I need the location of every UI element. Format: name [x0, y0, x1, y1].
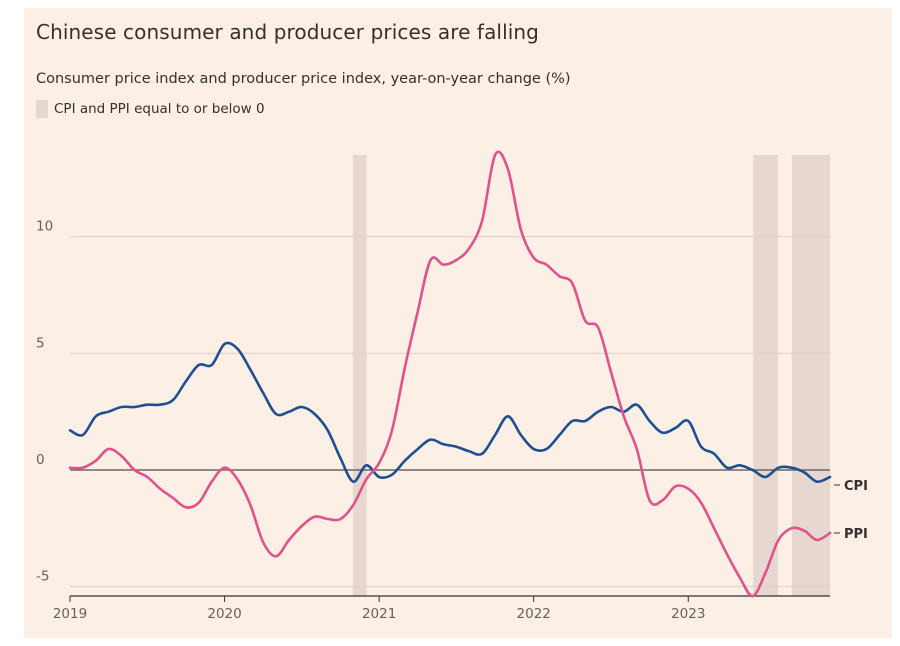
- y-tick-label: 10: [36, 219, 53, 235]
- y-tick-label: 0: [36, 452, 45, 468]
- y-tick-label: 5: [36, 335, 45, 351]
- chart-title: Chinese consumer and producer prices are…: [36, 20, 539, 44]
- chart-panel: Chinese consumer and producer prices are…: [24, 8, 892, 638]
- x-tick-label: 2021: [362, 606, 396, 622]
- shading-legend-swatch: [36, 100, 48, 118]
- x-tick-label: 2019: [53, 606, 87, 622]
- series-lines: [68, 150, 832, 598]
- chart-subtitle: Consumer price index and producer price …: [36, 71, 571, 87]
- shading-legend-label: CPI and PPI equal to or below 0: [54, 101, 265, 117]
- shaded-period: [791, 155, 830, 596]
- shaded-period: [352, 155, 367, 596]
- x-tick-label: 2022: [517, 606, 551, 622]
- x-axis-ticks: 2019 2020 2021 2022 2023: [53, 606, 706, 622]
- series-end-label-cpi: CPI: [844, 479, 868, 494]
- x-tick-label: 2020: [207, 606, 241, 622]
- x-axis: [69, 595, 830, 602]
- shading-legend: CPI and PPI equal to or below 0: [36, 100, 265, 118]
- y-axis-ticks: 10 5 0 -5: [36, 219, 53, 585]
- series-end-label-ppi: PPI: [844, 527, 868, 542]
- series-end-labels: CPI PPI: [834, 479, 868, 542]
- series-line-ppi: [68, 150, 832, 598]
- y-tick-label: -5: [36, 569, 49, 585]
- shaded-period: [753, 155, 778, 596]
- gridlines: [70, 236, 830, 588]
- shaded-periods: [352, 155, 830, 596]
- series-line-cpi: [68, 341, 832, 484]
- x-tick-label: 2023: [671, 606, 705, 622]
